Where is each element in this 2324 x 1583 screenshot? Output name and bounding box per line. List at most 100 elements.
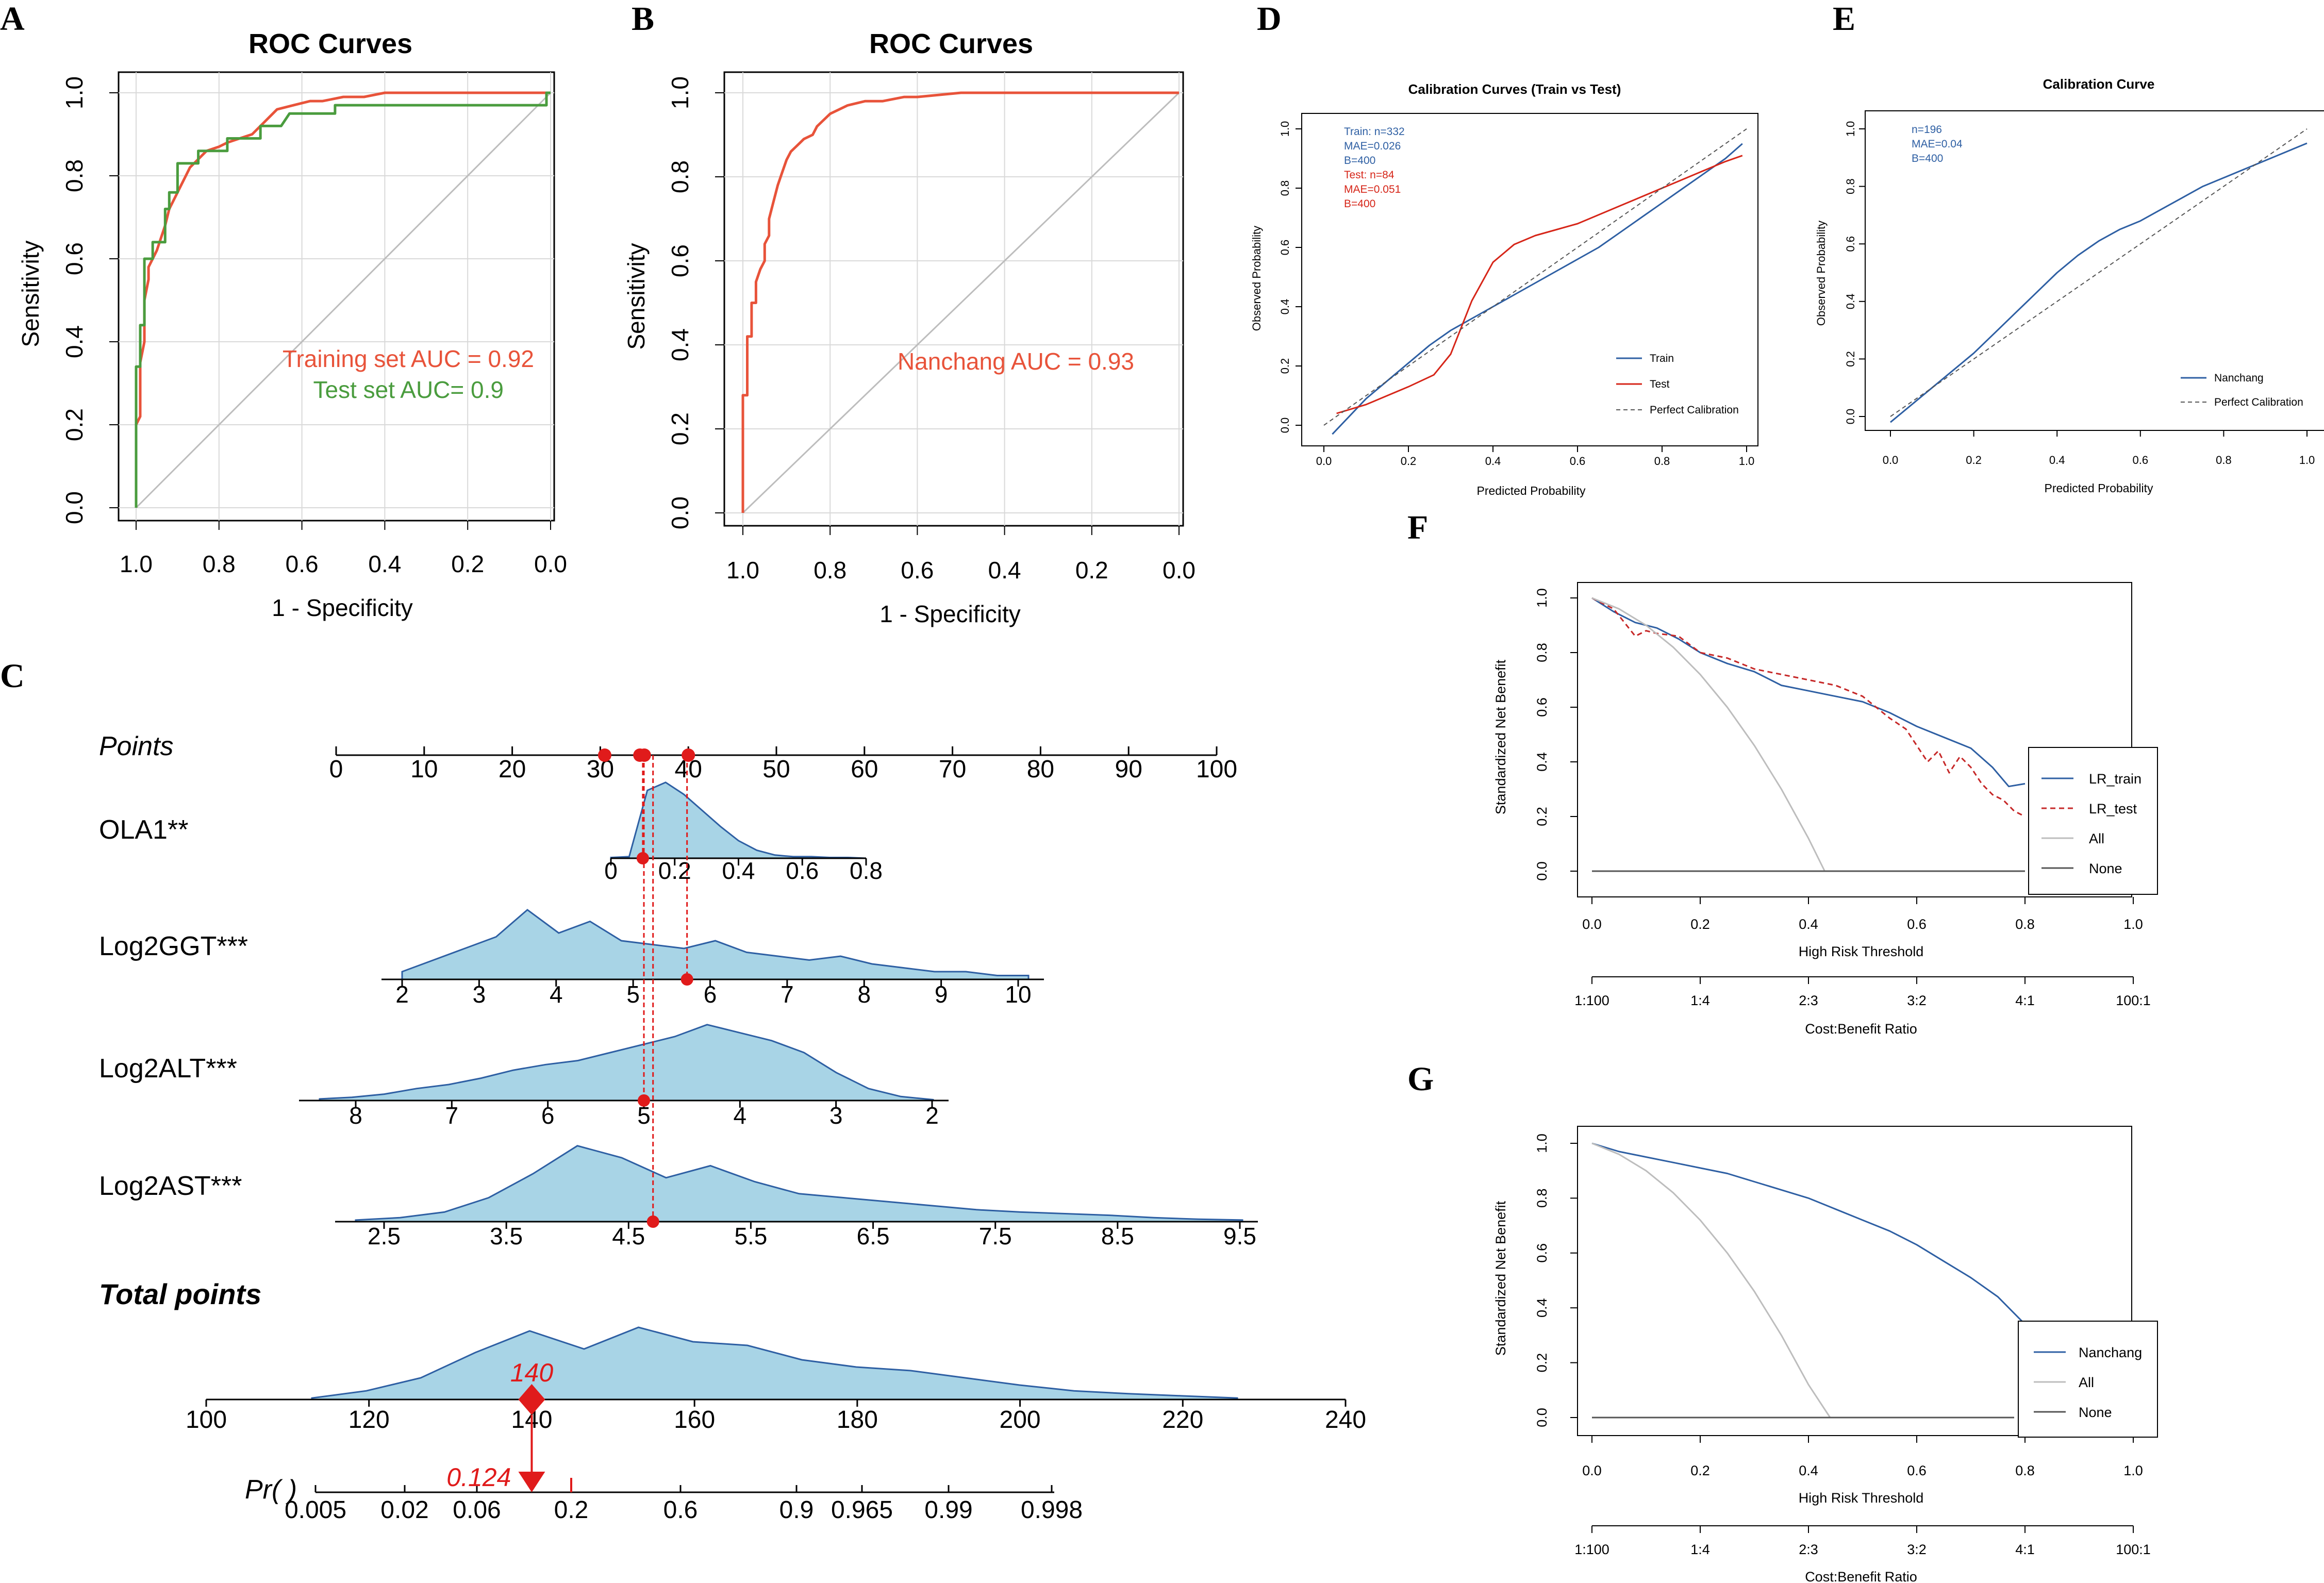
y-axis-label: Sensitivity	[623, 243, 650, 349]
ratio-axis-label: Cost:Benefit Ratio	[1805, 1021, 1917, 1037]
probability-axis: Pr( )0.005 0.02 0.06 0.2 0.6 0.9 0.965 0.99 0.99…	[245, 1415, 1083, 1524]
ratio-tick-label: 4:1	[2015, 1542, 2035, 1557]
x-tick-label: 1.0	[2123, 1463, 2143, 1478]
points-tick-label: 90	[1115, 756, 1142, 783]
probability-tick-label: 0.2	[554, 1496, 589, 1524]
x-tick-label: 0.4	[2049, 454, 2065, 466]
probability-tick-label: 0.9	[779, 1496, 814, 1524]
variable-tick-label: 6	[704, 981, 717, 1008]
y-tick-label: 0.4	[667, 328, 693, 361]
legend-label-test: Test	[1650, 378, 1670, 390]
variable-tick-label: 4	[734, 1102, 747, 1129]
ratio-tick-label: 3:2	[1907, 993, 1927, 1008]
x-tick-label: 0.0	[1163, 557, 1196, 584]
y-axis-label: Standardized Net Benefit	[1493, 1201, 1508, 1356]
y-tick-label: 0.8	[1534, 1189, 1550, 1208]
y-axis-label: Observed Probability	[1815, 221, 1828, 326]
probability-label: Pr( )	[245, 1475, 297, 1505]
test-auc-annotation: Test set AUC= 0.9	[313, 376, 504, 403]
variable-tick-label: 0	[604, 857, 618, 884]
x-tick-label: 0.8	[203, 551, 236, 577]
stat-test-n: Test: n=84	[1344, 169, 1395, 181]
legend-label-lr-test: LR_test	[2089, 801, 2137, 817]
variable-tick-label: 8	[857, 981, 871, 1008]
points-tick-label: 10	[410, 756, 438, 783]
total-tick-label: 100	[186, 1406, 227, 1434]
points-marker	[597, 748, 611, 762]
stats-box: Train: n=332 MAE=0.026 B=400 Test: n=84 …	[1344, 126, 1405, 210]
stat-test-b: B=400	[1344, 198, 1375, 210]
y-tick-label: 0.6	[667, 244, 693, 277]
y-ticks: 0.0 0.2 0.4 0.6 0.8 1.0	[1844, 121, 1865, 424]
stat-mae: MAE=0.04	[1912, 138, 1963, 150]
ratio-axis-label: Cost:Benefit Ratio	[1805, 1569, 1917, 1583]
variable-tick-label: 0.6	[786, 857, 819, 884]
x-tick-label: 0.2	[451, 551, 484, 577]
y-axis-label: Observed Probability	[1250, 226, 1263, 331]
series-line-lr-test	[1591, 597, 2026, 818]
x-tick-label: 0.6	[901, 557, 934, 584]
points-tick-label: 0	[329, 756, 343, 783]
density-area	[610, 781, 867, 859]
variable-tick-label: 7	[445, 1102, 459, 1129]
variable-tick-label: 0.8	[850, 857, 883, 884]
total-tick-label: 200	[1000, 1406, 1041, 1434]
variable-row-3: Log2ALT***8 7 6 5 4 3 2	[99, 1024, 949, 1129]
ratio-tick-label: 3:2	[1907, 1542, 1927, 1557]
y-axis-label: Standardized Net Benefit	[1493, 659, 1508, 814]
total-value-label: 140	[510, 1358, 554, 1387]
plot-frame	[1865, 110, 2324, 431]
panel-letter-f: F	[1407, 509, 1428, 546]
variable-tick-label: 9	[935, 981, 948, 1008]
series-line-train	[1332, 143, 1743, 435]
stat-train-n: Train: n=332	[1344, 126, 1405, 138]
grid	[724, 72, 1183, 526]
nanchang-auc-annotation: Nanchang AUC = 0.93	[898, 348, 1134, 375]
x-axis-label: Predicted Probability	[2045, 481, 2153, 495]
variable-tick-label: 3	[473, 981, 486, 1008]
x-tick-label: 0.4	[1799, 1463, 1818, 1478]
x-tick-label: 1.0	[120, 551, 153, 577]
ratio-tick-label: 1:100	[1574, 993, 1609, 1008]
density-area	[355, 1145, 1243, 1223]
variable-tick-label: 0.2	[658, 857, 691, 884]
x-tick-label: 0.6	[2133, 454, 2149, 466]
panel-g: G 0.0 0.2 0.4 0.6 0.8 1.0 0.00.20.40.60.81.0 …	[1407, 1060, 2158, 1583]
y-ticks: 0.0 0.2 0.4 0.6 0.8 1.0	[1534, 1134, 1578, 1427]
points-marker	[682, 748, 695, 762]
series-line-lr-train	[1591, 597, 2026, 788]
series-line-all	[1591, 1142, 1831, 1418]
ratio-tick-label: 100:1	[2116, 1542, 2151, 1557]
variable-tick-label: 6	[541, 1102, 555, 1129]
y-tick-label: 0.0	[667, 496, 693, 529]
ratio-tick-label: 2:3	[1799, 1542, 1818, 1557]
variable-tick-label: 2	[395, 981, 409, 1008]
x-tick-label: 0.8	[2015, 1463, 2035, 1478]
y-tick-label: 0.2	[61, 408, 88, 441]
grid	[119, 72, 554, 521]
y-tick-label: 0.8	[1844, 178, 1857, 194]
dca-lines	[1591, 597, 2026, 872]
legend-label-nanchang: Nanchang	[2079, 1345, 2142, 1360]
variable-label: Log2GGT***	[99, 931, 248, 961]
total-tick-label: 220	[1162, 1406, 1203, 1434]
x-tick-label: 1.0	[726, 557, 759, 584]
y-tick-label: 1.0	[667, 76, 693, 109]
y-tick-label: 0.4	[1844, 294, 1857, 310]
training-auc-annotation: Training set AUC = 0.92	[283, 345, 534, 372]
points-tick-label: 30	[587, 756, 614, 783]
legend-label-lr-train: LR_train	[2089, 771, 2142, 787]
plot-frame	[723, 71, 1184, 527]
x-tick-label: 0.4	[988, 557, 1021, 584]
x-tick-label: 0.8	[2015, 917, 2035, 932]
legend: LR_train LR_test All None	[2028, 747, 2158, 895]
series-line-nanchang	[1591, 1142, 2026, 1325]
legend-label-all: All	[2089, 831, 2104, 846]
chart-title: Calibration Curves (Train vs Test)	[1408, 81, 1621, 97]
panel-letter-c: C	[0, 657, 25, 695]
legend-label-nanchang: Nanchang	[2214, 372, 2264, 384]
points-tick-label: 60	[851, 756, 878, 783]
variable-tick-label: 7.5	[979, 1223, 1012, 1249]
